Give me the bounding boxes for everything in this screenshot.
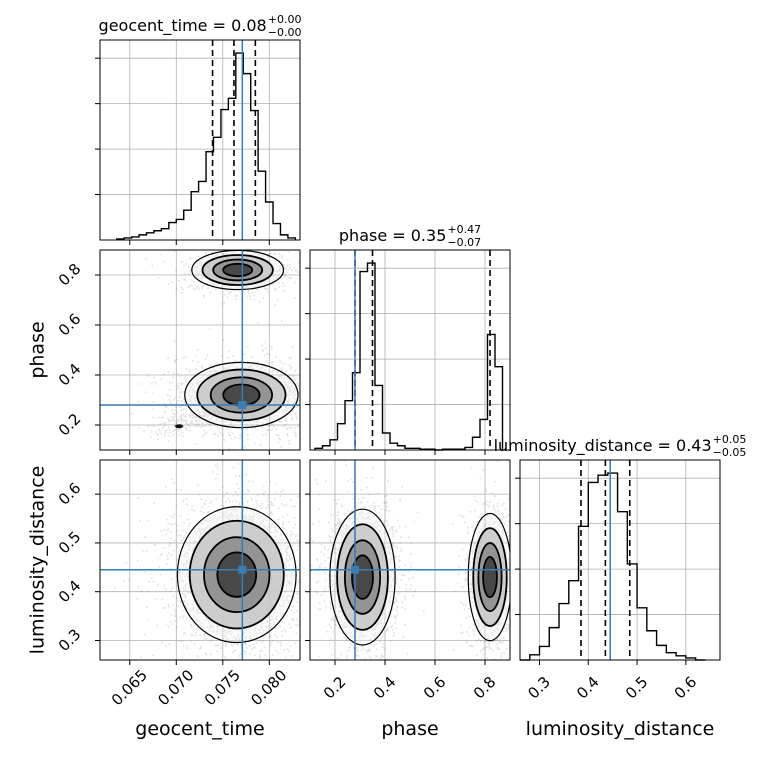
contour-level-3 [216, 551, 258, 598]
histogram-luminosity_distance [520, 472, 706, 661]
y-axis-label-phase: phase [27, 321, 49, 378]
truth-marker [238, 401, 247, 409]
x-axis-label-phase: phase [381, 718, 438, 740]
histogram-geocent_time [116, 52, 297, 240]
title-plus: +0.47 [447, 223, 481, 236]
title-geocent_time: geocent_time = 0.08 +0.00−0.00 [99, 13, 302, 39]
x-tick-label: 0.065 [108, 666, 151, 709]
y-tick-label: 0.6 [55, 310, 85, 340]
hist-panel-luminosity_distance: luminosity_distance = 0.43 +0.05−0.05 [494, 433, 747, 661]
x-tick-label: 0.070 [154, 666, 197, 709]
hist-panel-phase: phase = 0.35 +0.47−0.07 [305, 223, 511, 451]
title-main: phase = 0.35 [339, 226, 446, 245]
histogram-phase [314, 262, 504, 451]
x-tick-label: 0.2 [320, 673, 350, 703]
axes-frame [99, 39, 301, 241]
y-tick-label: 0.2 [55, 410, 85, 440]
density-panel-geocent_time-phase: 0.2 0.4 0.6 0.8 [55, 249, 301, 455]
title-minus: −0.07 [447, 236, 481, 249]
secondary-mode [175, 424, 184, 429]
density-body [114, 463, 300, 660]
hist-panel-geocent_time: geocent_time = 0.08 +0.00−0.00 [95, 13, 302, 241]
title-main: luminosity_distance = 0.43 [494, 436, 712, 456]
x-tick-label: 0.4 [370, 673, 400, 703]
x-tick-label: 0.3 [524, 673, 554, 703]
density-panel-phase-luminosity_distance [305, 459, 511, 661]
x-tick-label: 0.080 [247, 666, 290, 709]
x-tick-label: 0.8 [470, 673, 500, 703]
x-tick-label: 0.075 [201, 666, 244, 709]
density-panel-geocent_time-luminosity_distance: 0.3 0.4 0.5 0.6 [55, 459, 301, 661]
y-tick-label: 0.3 [55, 625, 85, 655]
contour-level-3 [222, 262, 254, 278]
y-tick-label: 0.6 [55, 479, 85, 509]
y-axis-label-luminosity_distance: luminosity_distance [27, 466, 49, 655]
truth-marker [351, 565, 359, 574]
x-tick-label: 0.6 [671, 673, 701, 703]
axes-frame [309, 459, 511, 661]
y-tick-label: 0.5 [55, 528, 85, 558]
y-tick-label: 0.4 [55, 577, 85, 607]
y-tick-label: 0.4 [55, 360, 85, 390]
contour-level-3 [482, 555, 498, 599]
x-tick-label: 0.4 [573, 673, 603, 703]
x-axis-label-luminosity_distance: luminosity_distance [526, 718, 715, 740]
title-plus: +0.05 [713, 433, 747, 446]
title-phase: phase = 0.35 +0.47−0.07 [339, 223, 481, 249]
x-tick-label: 0.6 [420, 673, 450, 703]
truth-marker [238, 565, 247, 574]
density-body [130, 250, 300, 450]
axes-frame [99, 459, 301, 661]
y-tick-label: 0.8 [55, 260, 85, 290]
title-minus: −0.00 [268, 26, 302, 39]
title-main: geocent_time = 0.08 [99, 16, 267, 36]
axes-frame [309, 249, 511, 451]
title-plus: +0.00 [268, 13, 302, 26]
axes-frame [519, 459, 721, 661]
title-minus: −0.05 [713, 446, 747, 459]
title-luminosity_distance: luminosity_distance = 0.43 +0.05−0.05 [494, 433, 747, 459]
x-tick-label: 0.5 [622, 673, 652, 703]
axes-frame [99, 249, 301, 451]
x-axis-label-geocent_time: geocent_time [135, 718, 264, 740]
density-body [310, 460, 510, 660]
